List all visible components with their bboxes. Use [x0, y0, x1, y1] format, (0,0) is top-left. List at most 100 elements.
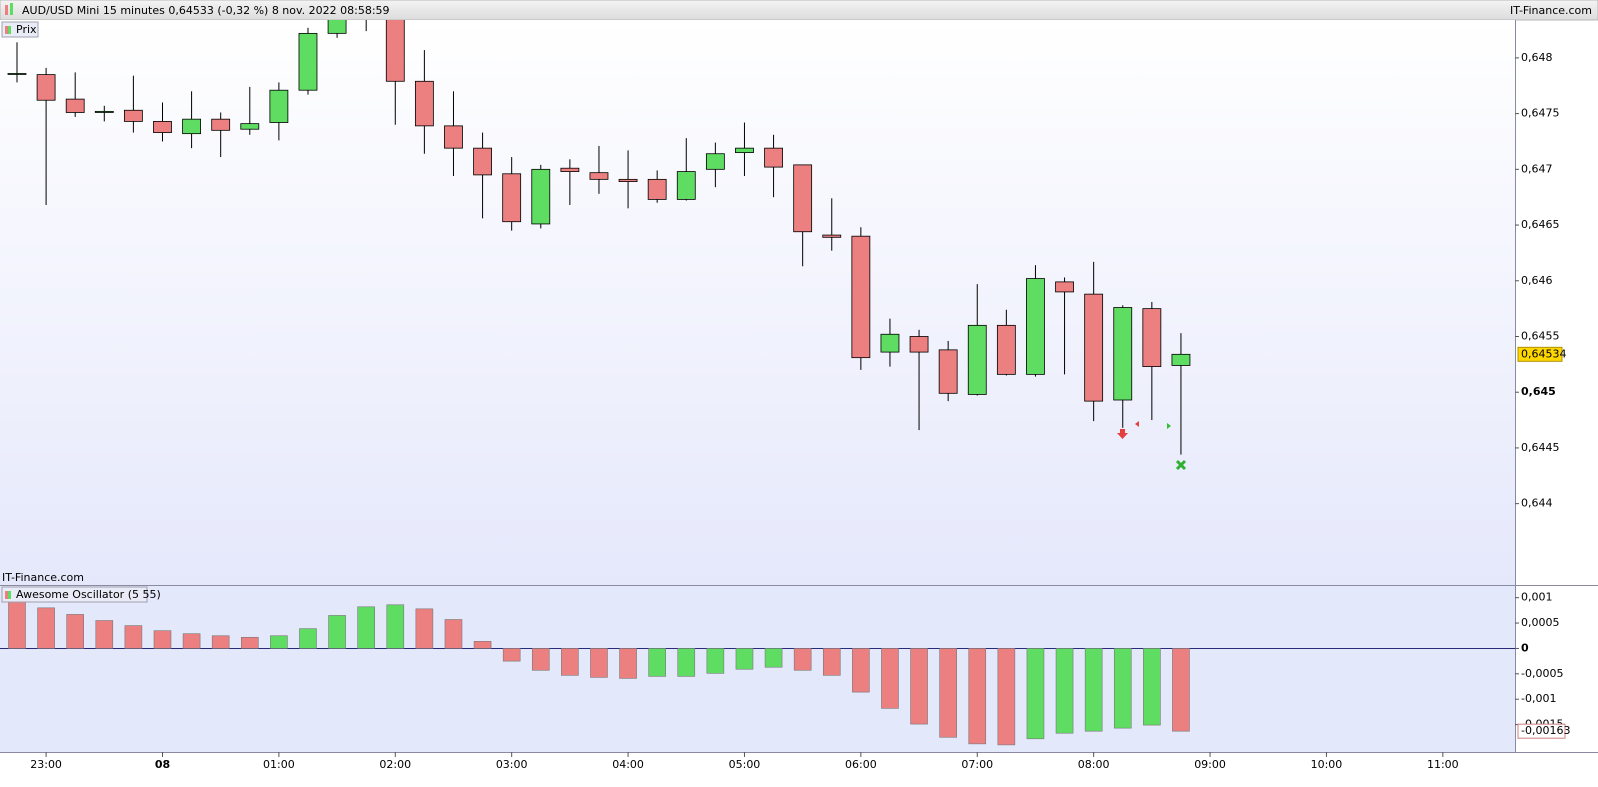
candle-body [647, 178, 667, 200]
oscillator-bar [502, 648, 521, 662]
oscillator-bar [270, 635, 288, 649]
oscillator-panel [0, 586, 1515, 752]
candle-body [36, 74, 56, 101]
oscillator-bar [211, 635, 230, 649]
oscillator-bar [531, 648, 550, 671]
app-icon [5, 3, 13, 15]
candle-body [735, 147, 754, 154]
candle-body [793, 164, 813, 233]
candle-body [444, 125, 463, 149]
y-tick-label: 0,6475 [1521, 107, 1560, 120]
y-tick-label: 0,644 [1521, 497, 1553, 510]
y-tick-label: 0,0005 [1521, 616, 1560, 629]
candle-body [996, 324, 1016, 375]
y-tick-label: 0,6455 [1521, 329, 1560, 342]
oscillator-bar [95, 620, 114, 649]
oscillator-bar [328, 615, 346, 649]
oscillator-bar [37, 607, 55, 649]
candle-body [240, 123, 260, 130]
oscillator-bar [968, 648, 987, 745]
legend-label: Awesome Oscillator (5 55) [16, 588, 161, 601]
candle-body [7, 73, 27, 75]
legend-label: Prix [16, 23, 37, 36]
x-tick-label: 04:00 [612, 758, 644, 771]
oscillator-bar [648, 648, 666, 677]
oscillator-bar [124, 625, 143, 649]
candle-body [1084, 293, 1104, 402]
oscillator-bar [357, 606, 375, 649]
oscillator-bar [881, 648, 899, 709]
candle-body [560, 167, 580, 172]
oscillator-bar [590, 648, 608, 678]
y-tick-label: 0,6465 [1521, 218, 1560, 231]
y-tick-label: 0,648 [1521, 51, 1553, 64]
candle-body [764, 147, 783, 168]
candle-body [851, 235, 871, 359]
y-tick-label: -0,001 [1521, 692, 1556, 705]
candle-body [1142, 308, 1162, 367]
candle-body [153, 121, 172, 133]
title: AUD/USD Mini 15 minutes 0,64533 (-0,32 %… [22, 4, 390, 17]
oscillator-bar [910, 648, 928, 725]
oscillator-bar [619, 648, 637, 679]
oscillator-bar [793, 648, 812, 671]
y-tick-label: 0,645 [1521, 385, 1556, 398]
y-tick-label: -0,0005 [1521, 667, 1563, 680]
signals [1117, 421, 1187, 471]
candle-body [676, 171, 696, 200]
candle-body [414, 80, 434, 127]
y-tick-label: 0,6445 [1521, 441, 1560, 454]
candle-body [123, 109, 143, 122]
x-tick-label: 10:00 [1311, 758, 1343, 771]
candle-body [967, 324, 987, 395]
candle-body [1171, 353, 1191, 366]
oscillator-bar [822, 648, 841, 676]
price-label: 0,64534 [1521, 347, 1567, 360]
oscillator-bar [735, 648, 754, 670]
x-tick-label: 11:00 [1427, 758, 1459, 771]
candle-body [822, 234, 842, 238]
oscillator-bar [561, 648, 579, 676]
oscillator-bar [1143, 648, 1161, 726]
candle-body [618, 178, 638, 182]
oscillator-bar [706, 648, 725, 674]
oscillator-bar [182, 633, 201, 649]
oscillator-bar [444, 619, 463, 649]
oscillator-bar [677, 648, 696, 677]
oscillator-bar [764, 648, 783, 668]
value-label: -0,00163 [1521, 724, 1570, 737]
oscillator-bar [240, 636, 259, 649]
candle-body [1055, 281, 1074, 293]
candle-body [385, 20, 405, 82]
candle-body [473, 147, 492, 176]
oscillator-bar [852, 648, 870, 693]
candle-body [298, 32, 318, 91]
price-panel [0, 20, 1515, 585]
candle-body [182, 118, 201, 135]
y-tick-label: 0 [1521, 641, 1529, 654]
oscillator-bar [1084, 648, 1103, 732]
watermark: IT-Finance.com [2, 571, 84, 584]
x-tick-label: 02:00 [379, 758, 411, 771]
x-tick-label: 03:00 [496, 758, 528, 771]
candle-body [211, 118, 231, 131]
oscillator-bar [473, 641, 492, 649]
candle-body [705, 153, 725, 170]
x-tick-label: 23:00 [30, 758, 62, 771]
candle-body [269, 89, 289, 123]
candle-body [327, 20, 347, 34]
value-label-box [1517, 723, 1566, 739]
x-tick-label: 08 [155, 758, 170, 771]
source: IT-Finance.com [1510, 4, 1592, 17]
x-tick-label: 05:00 [729, 758, 761, 771]
candle-body [1026, 278, 1045, 375]
candle-body [531, 168, 551, 225]
legend: Awesome Oscillator (5 55) [1, 586, 161, 603]
x-tick-label: 09:00 [1194, 758, 1226, 771]
x-tick-label: 08:00 [1078, 758, 1110, 771]
oscillator-bar [1026, 648, 1045, 740]
price-label-box [1517, 346, 1563, 362]
oscillator-bar [939, 648, 957, 738]
y-tick-label: 0,646 [1521, 274, 1553, 287]
